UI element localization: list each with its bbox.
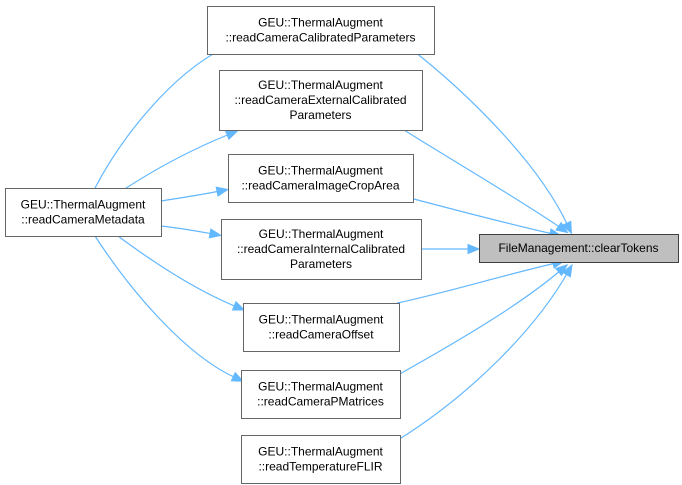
node-label-line: GEU::ThermalAugment (259, 227, 384, 241)
node-readCameraPMatrices[interactable]: GEU::ThermalAugment::readCameraPMatrices (241, 370, 401, 419)
edge-arrowhead (555, 221, 569, 234)
node-label-line: ::readCameraImageCropArea (241, 179, 399, 193)
node-label-line: GEU::ThermalAugment (258, 445, 383, 459)
node-readCameraImageCropArea[interactable]: GEU::ThermalAugment::readCameraImageCrop… (228, 154, 414, 203)
node-label-line: GEU::ThermalAugment (258, 78, 383, 92)
node-label-line: ::readTemperatureFLIR (258, 460, 382, 474)
node-label-line: ::readCameraExternalCalibrated (234, 93, 406, 107)
node-label-line: GEU::ThermalAugment (258, 16, 383, 30)
node-readCameraCalibratedParameters[interactable]: GEU::ThermalAugment::readCameraCalibrate… (207, 6, 435, 55)
edge-line (117, 235, 238, 308)
edge-readCameraCalibratedParameters-to-clearTokens (409, 47, 572, 235)
node-box (241, 370, 401, 419)
node-box (5, 188, 162, 237)
node-readCameraOffset[interactable]: GEU::ThermalAugment::readCameraOffset (243, 303, 400, 352)
node-box (219, 70, 423, 131)
node-readCameraExternalCalibratedParameters[interactable]: GEU::ThermalAugment::readCameraExternalC… (219, 70, 423, 131)
edge-line (94, 47, 225, 189)
edge-readCameraMetadata-to-readCameraInternalCalibratedParameters (160, 225, 223, 239)
edge-arrowhead (224, 130, 239, 141)
node-label-line: GEU::ThermalAugment (258, 164, 383, 178)
edge-line (409, 47, 569, 227)
node-label-line: ::readCameraPMatrices (257, 395, 384, 409)
edge-arrowhead (561, 220, 572, 235)
node-readCameraInternalCalibratedParameters[interactable]: GEU::ThermalAugment::readCameraInternalC… (221, 219, 422, 280)
edge-line (403, 129, 562, 229)
node-clearTokens[interactable]: FileManagement::clearTokens (479, 234, 679, 263)
node-label-line: GEU::ThermalAugment (21, 198, 146, 212)
node-label-line: ::readCameraOffset (268, 328, 374, 342)
node-label-line: ::readCameraCalibratedParameters (225, 31, 415, 45)
node-box (479, 234, 679, 263)
node-label-line: ::readCameraMetadata (21, 213, 145, 227)
edge-readCameraInternalCalibratedParameters-to-clearTokens (421, 243, 481, 255)
edge-readCameraPMatrices-to-clearTokens (397, 263, 569, 376)
edges-layer (94, 43, 573, 441)
edge-arrowhead (467, 243, 481, 255)
node-label-line: GEU::ThermalAugment (258, 380, 383, 394)
node-box (207, 6, 435, 55)
edge-readTemperatureFLIR-to-clearTokens (397, 263, 573, 441)
node-label-line: FileManagement::clearTokens (498, 241, 658, 255)
edge-line (160, 190, 221, 202)
edge-readCameraExternalCalibratedParameters-to-clearTokens (403, 129, 569, 234)
node-label-line: Parameters (289, 108, 351, 122)
node-label-line: Parameters (290, 257, 352, 271)
node-box (241, 435, 401, 484)
edge-readCameraMetadata-to-readCameraImageCropArea (160, 186, 230, 202)
edge-readCameraMetadata-to-readCameraExternalCalibratedParameters (116, 130, 239, 195)
edge-arrowhead (554, 263, 569, 277)
edge-readCameraMetadata-to-readCameraOffset (117, 235, 246, 311)
edge-line (94, 235, 237, 379)
node-label-line: ::readCameraInternalCalibrated (237, 242, 405, 256)
edge-arrowhead (208, 228, 223, 239)
nodes-layer: GEU::ThermalAugment::readCameraMetadataG… (5, 6, 679, 484)
edge-arrowhead (561, 263, 573, 278)
node-box (243, 303, 400, 352)
node-label-line: GEU::ThermalAugment (259, 313, 384, 327)
edge-line (116, 133, 231, 195)
node-box (228, 154, 414, 203)
edge-arrowhead (215, 186, 230, 197)
edge-readCameraMetadata-to-readCameraPMatrices (94, 235, 245, 382)
edge-arrowhead (231, 300, 246, 311)
edge-line (397, 269, 562, 376)
edge-readCameraOffset-to-clearTokens (396, 258, 566, 304)
node-readCameraMetadata[interactable]: GEU::ThermalAugment::readCameraMetadata (5, 188, 162, 237)
edge-line (397, 271, 569, 441)
edge-line (160, 225, 214, 235)
node-box (221, 219, 422, 280)
node-readTemperatureFLIR[interactable]: GEU::ThermalAugment::readTemperatureFLIR (241, 435, 401, 484)
edge-arrowhead (230, 371, 245, 382)
edge-line (396, 262, 557, 304)
